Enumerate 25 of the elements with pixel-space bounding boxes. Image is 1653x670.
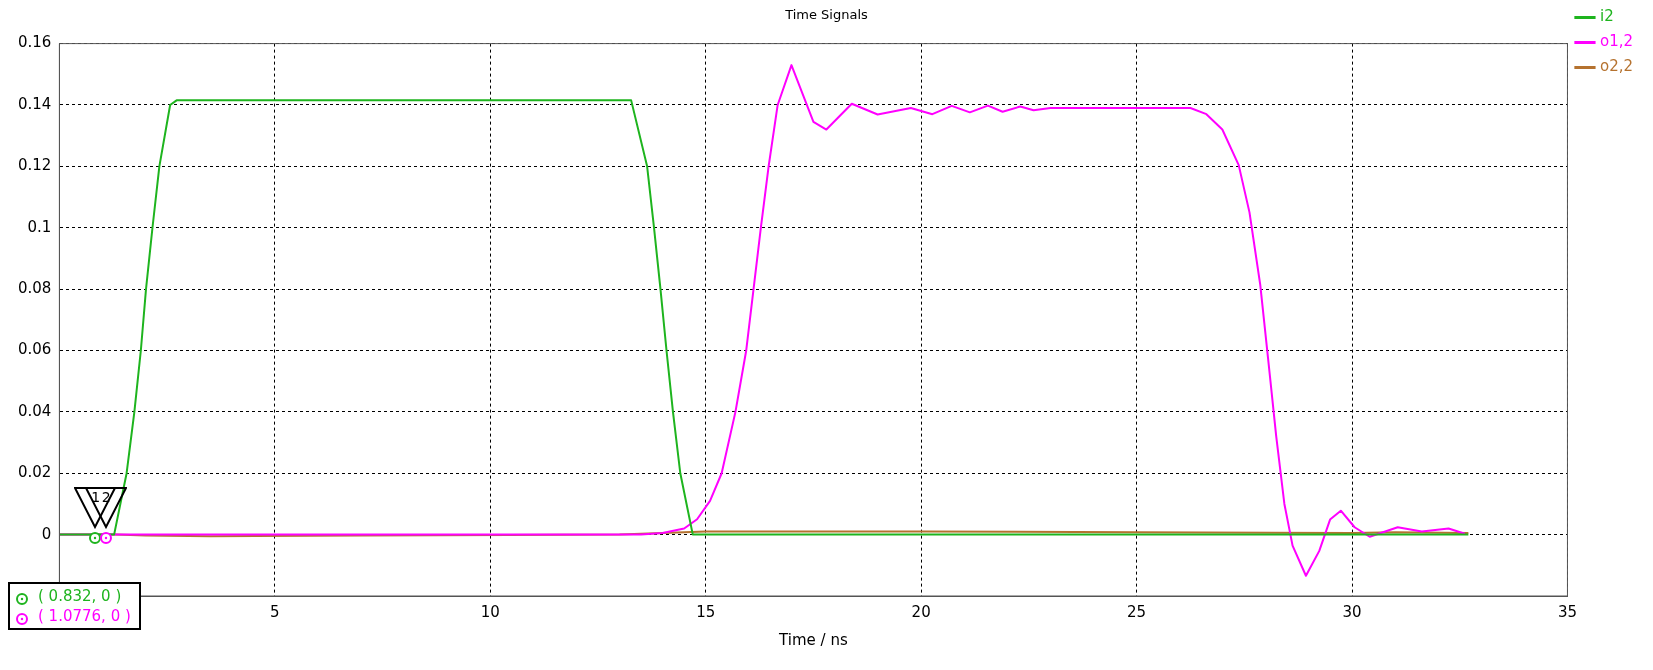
x-tick-label: 35 xyxy=(1557,602,1578,621)
x-tick-label: 5 xyxy=(270,602,280,621)
legend-label: i2 xyxy=(1599,7,1614,26)
y-tick-label: 0.1 xyxy=(27,217,52,236)
y-tick-label: 0.16 xyxy=(17,33,52,52)
x-axis-title: Time / ns xyxy=(778,630,848,649)
y-tick-label: 0.14 xyxy=(17,94,52,113)
text: ( 1.0776, 0 ) xyxy=(38,606,131,626)
x-tick-label: 30 xyxy=(1342,602,1362,621)
x-tick-label: 20 xyxy=(911,602,931,621)
y-tick-label: 0.02 xyxy=(17,463,52,482)
y-tick-label: 0.12 xyxy=(17,156,52,175)
legend-label: o2,2 xyxy=(1599,57,1634,76)
x-tick-label: 15 xyxy=(696,602,716,621)
y-tick-label: 0.06 xyxy=(17,340,52,359)
annotation: ( 0.832, 0 ) xyxy=(38,586,122,606)
y-tick-label: 0.08 xyxy=(17,279,52,297)
x-tick-label: 25 xyxy=(1127,602,1147,621)
y-tick-label: 0 xyxy=(41,524,52,543)
legend-label: o1,2 xyxy=(1599,32,1634,51)
x-tick-label: 10 xyxy=(480,602,500,621)
annotation: 1 xyxy=(91,488,101,505)
annotation: 2 xyxy=(101,488,111,505)
y-tick-label: 0.04 xyxy=(17,401,52,420)
chart-title: Time Signals xyxy=(784,7,869,23)
